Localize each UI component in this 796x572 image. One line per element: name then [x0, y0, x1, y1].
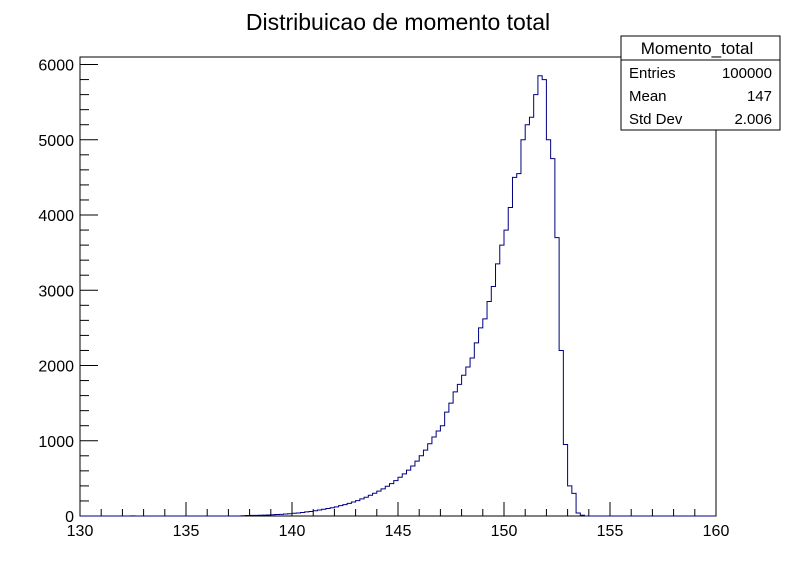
stats-mean-label: Mean [629, 88, 667, 105]
x-tick-label: 135 [173, 523, 200, 540]
x-tick-label: 145 [385, 523, 412, 540]
y-tick-label: 5000 [38, 133, 74, 150]
y-tick-label: 3000 [38, 283, 74, 300]
x-tick-label: 130 [67, 523, 94, 540]
y-tick-label: 6000 [38, 58, 74, 75]
stats-entries-label: Entries [629, 65, 676, 82]
x-tick-label: 140 [279, 523, 306, 540]
x-tick-label: 160 [703, 523, 730, 540]
y-axis: 0 1000 2000 3000 4000 5000 6000 [38, 58, 98, 526]
x-axis: 130 135 140 145 150 155 160 [67, 502, 730, 540]
chart-title: Distribuicao de momento total [246, 9, 550, 35]
x-tick-label: 150 [491, 523, 518, 540]
stats-entries-value: 100000 [722, 65, 772, 82]
y-tick-label: 2000 [38, 359, 74, 376]
stats-box-frame [620, 35, 781, 131]
x-tick-label: 155 [597, 523, 624, 540]
stats-stddev-value: 2.006 [734, 111, 772, 128]
stats-box-title: Momento_total [641, 39, 753, 58]
stats-mean-value: 147 [747, 88, 772, 105]
y-tick-label: 4000 [38, 208, 74, 225]
y-tick-label: 1000 [38, 434, 74, 451]
y-tick-label: 0 [65, 509, 74, 526]
stats-box: Momento_total Entries 100000 Mean 147 St… [620, 35, 781, 131]
stats-stddev-label: Std Dev [629, 111, 683, 128]
histogram-series [80, 75, 716, 517]
